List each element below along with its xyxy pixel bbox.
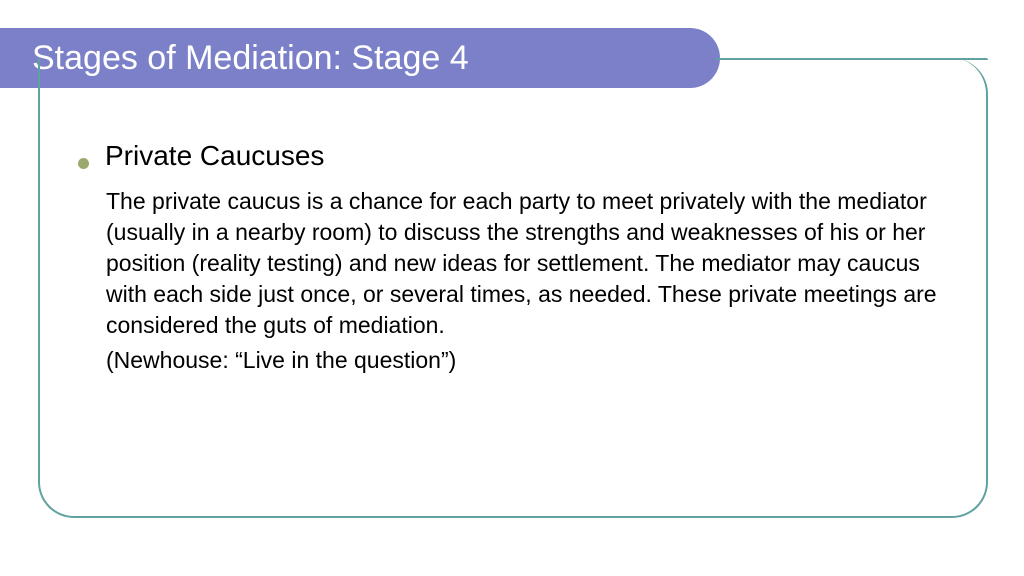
bullet-row: Private Caucuses	[78, 140, 958, 172]
body-paragraph: The private caucus is a chance for each …	[106, 186, 958, 341]
body-citation: (Newhouse: “Live in the question”)	[106, 345, 958, 376]
bullet-icon	[78, 158, 89, 169]
bullet-heading: Private Caucuses	[105, 140, 324, 172]
body-block: The private caucus is a chance for each …	[106, 186, 958, 376]
content-body: Private Caucuses The private caucus is a…	[78, 140, 958, 380]
